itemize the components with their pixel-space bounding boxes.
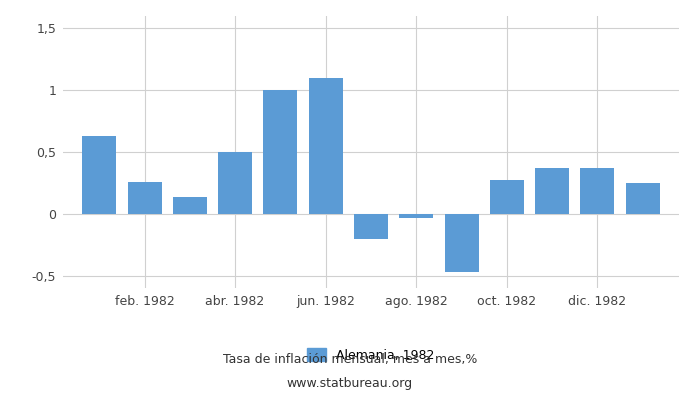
Bar	[309, 78, 343, 214]
Bar	[580, 168, 615, 214]
Bar	[173, 196, 206, 214]
Bar	[354, 214, 388, 238]
Bar	[536, 168, 569, 214]
Bar	[490, 180, 524, 214]
Bar	[127, 182, 162, 214]
Bar	[399, 214, 433, 218]
Bar	[218, 152, 252, 214]
Bar	[263, 90, 298, 214]
Text: Tasa de inflación mensual, mes a mes,%: Tasa de inflación mensual, mes a mes,%	[223, 354, 477, 366]
Legend: Alemania, 1982: Alemania, 1982	[302, 343, 440, 367]
Bar	[626, 183, 659, 214]
Bar	[82, 136, 116, 214]
Bar	[444, 214, 479, 272]
Text: www.statbureau.org: www.statbureau.org	[287, 378, 413, 390]
